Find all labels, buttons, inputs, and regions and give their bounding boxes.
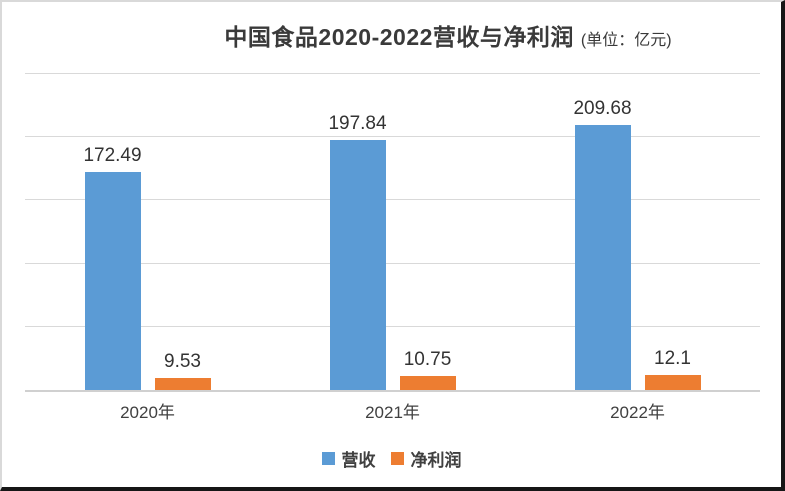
bar-wrap: 9.53 bbox=[154, 74, 211, 390]
bar-wrap: 209.68 bbox=[573, 74, 632, 390]
bar-revenue: 197.84 bbox=[328, 113, 387, 390]
legend-label: 营收 bbox=[341, 451, 376, 470]
bar-wrap: 10.75 bbox=[399, 74, 456, 390]
legend-swatch-icon bbox=[390, 452, 404, 465]
bar-value-label: 9.53 bbox=[164, 350, 201, 372]
bar-net-profit: 12.1 bbox=[644, 348, 701, 390]
chart-title-unit: (单位：亿元) bbox=[580, 32, 672, 49]
bar-group: 172.49 9.53 bbox=[25, 74, 270, 390]
bar-revenue: 172.49 bbox=[83, 145, 142, 390]
gridline bbox=[25, 262, 760, 264]
bar-groups: 172.49 9.53 197.84 10.75 209.68 12.1 bbox=[25, 74, 760, 390]
chart-title: 中国食品2020-2022营收与净利润 (单位：亿元) bbox=[224, 18, 671, 52]
bar-value-label: 12.1 bbox=[654, 347, 691, 369]
bar-wrap: 12.1 bbox=[644, 74, 701, 390]
legend-swatch-icon bbox=[321, 452, 335, 465]
gridline bbox=[25, 73, 760, 74]
legend-label: 净利润 bbox=[410, 451, 462, 470]
bar-net-profit: 9.53 bbox=[154, 351, 211, 390]
bar-value-label: 10.75 bbox=[403, 349, 452, 371]
x-axis-label: 2021年 bbox=[365, 403, 420, 422]
x-axis-label: 2020年 bbox=[120, 403, 175, 422]
bar-value-label: 209.68 bbox=[573, 97, 632, 119]
bar-wrap: 172.49 bbox=[83, 74, 142, 390]
bar-value-label: 172.49 bbox=[83, 144, 142, 166]
bar-net-profit: 10.75 bbox=[399, 349, 456, 390]
x-axis-labels: 2020年 2021年 2022年 bbox=[25, 398, 760, 423]
bar-revenue: 209.68 bbox=[573, 98, 632, 390]
chart-title-main: 中国食品2020-2022营收与净利润 bbox=[224, 24, 574, 50]
legend: 营收 净利润 bbox=[2, 446, 781, 471]
legend-item: 营收 bbox=[321, 446, 376, 471]
bar-group: 197.84 10.75 bbox=[270, 74, 515, 390]
bar-wrap: 197.84 bbox=[328, 74, 387, 390]
gridline bbox=[25, 136, 760, 138]
gridline bbox=[25, 199, 760, 201]
plot-area: 172.49 9.53 197.84 10.75 209.68 12.1 bbox=[25, 73, 760, 392]
bar-group: 209.68 12.1 bbox=[515, 74, 760, 390]
legend-item: 净利润 bbox=[390, 446, 462, 471]
x-axis-label: 2022年 bbox=[610, 403, 665, 422]
bar-value-label: 197.84 bbox=[328, 112, 387, 134]
gridline bbox=[25, 325, 760, 327]
